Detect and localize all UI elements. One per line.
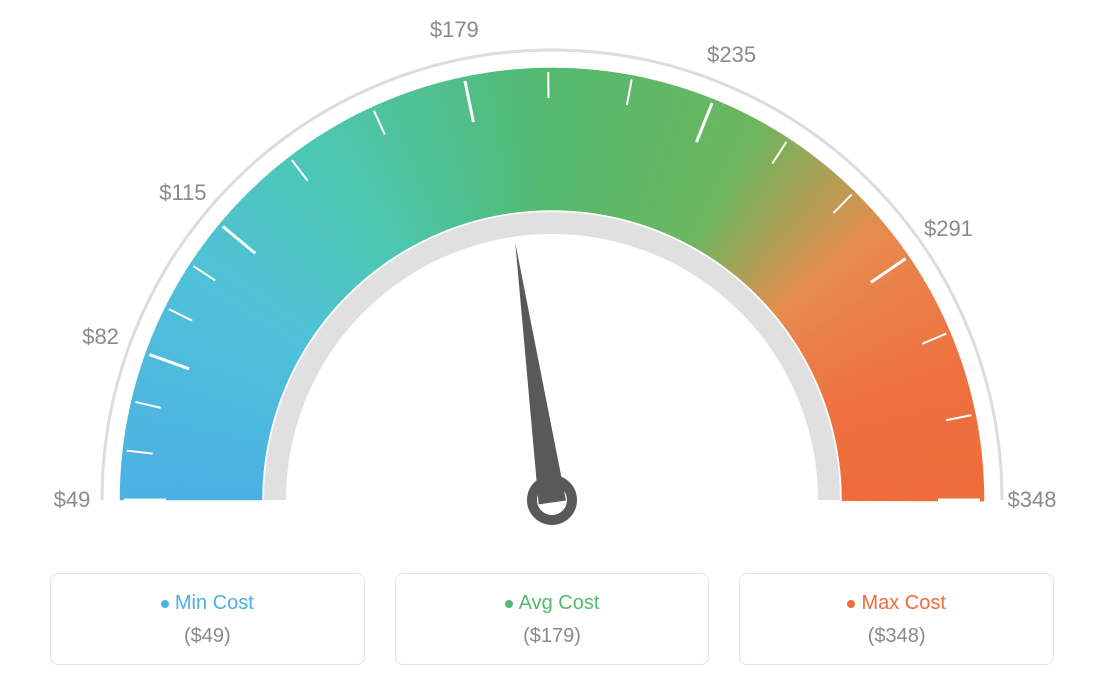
legend-value-min: ($49) xyxy=(51,625,364,648)
tick-label: $49 xyxy=(54,487,91,513)
legend-title-min: Min Cost xyxy=(51,592,364,615)
tick-label: $235 xyxy=(707,42,756,68)
tick-label: $291 xyxy=(924,216,973,242)
legend-title-avg: Avg Cost xyxy=(396,592,709,615)
tick-label: $82 xyxy=(82,324,119,350)
legend-card-min: Min Cost ($49) xyxy=(50,573,365,665)
legend-label-avg: Avg Cost xyxy=(519,592,600,614)
gauge-chart-container: $49 $82 $115 $179 $235 $291 $348 Min Cost ($49… xyxy=(0,0,1104,690)
legend-label-min: Min Cost xyxy=(175,592,254,614)
legend-card-avg: Avg Cost ($179) xyxy=(395,573,710,665)
dot-max xyxy=(847,600,855,608)
legend-title-max: Max Cost xyxy=(740,592,1053,615)
legend-value-avg: ($179) xyxy=(396,625,709,648)
tick-label: $179 xyxy=(430,17,479,43)
legend-label-max: Max Cost xyxy=(861,592,945,614)
gauge-area: $49 $82 $115 $179 $235 $291 $348 xyxy=(0,0,1104,560)
gauge-svg xyxy=(0,0,1104,560)
tick-label: $348 xyxy=(1008,487,1057,513)
tick-label: $115 xyxy=(159,180,206,206)
dot-avg xyxy=(505,600,513,608)
legend-value-max: ($348) xyxy=(740,625,1053,648)
dot-min xyxy=(161,600,169,608)
legend-row: Min Cost ($49) Avg Cost ($179) Max Cost … xyxy=(50,573,1054,665)
legend-card-max: Max Cost ($348) xyxy=(739,573,1054,665)
